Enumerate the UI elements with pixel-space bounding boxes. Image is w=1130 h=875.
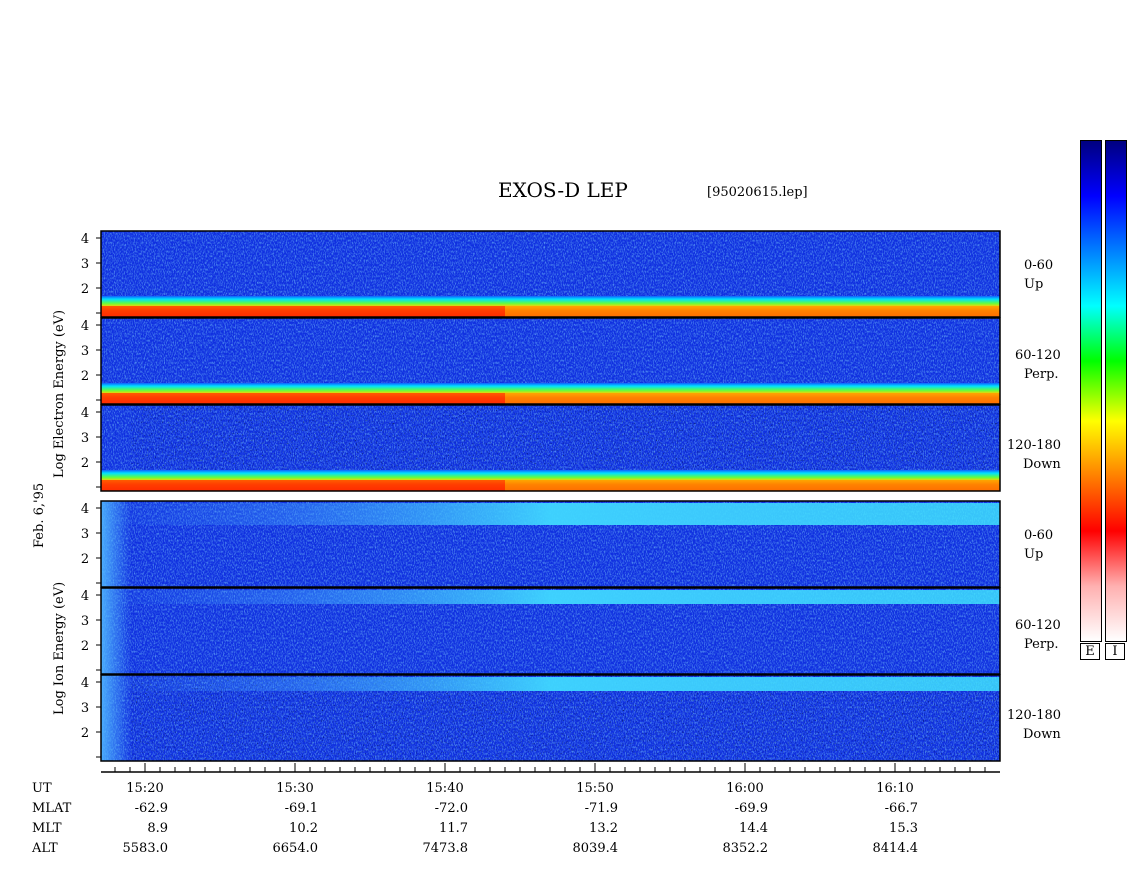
- row-value-ut: 15:30: [276, 781, 314, 796]
- i-panel2-dir: Perp.: [1024, 637, 1059, 652]
- row-value-mlat: -69.1: [284, 801, 318, 816]
- y-tick-label: 4: [81, 406, 89, 421]
- y-tick-label: 4: [81, 232, 89, 247]
- row-value-mlt: 10.2: [289, 821, 318, 836]
- row-value-alt: 6654.0: [272, 841, 319, 856]
- e-panel3-dir: Down: [1023, 457, 1061, 472]
- panel-6: [100, 674, 1001, 762]
- row-value-mlat: -62.9: [134, 801, 168, 816]
- panel-frame: [100, 404, 1001, 492]
- row-value-mlat: -66.7: [884, 801, 918, 816]
- i-panel1-label: 0-60 Up: [1024, 526, 1053, 564]
- e-panel2-dir: Perp.: [1024, 367, 1059, 382]
- electron-band-core-late: [505, 480, 1000, 491]
- panel-3: [100, 404, 1001, 492]
- row-value-ut: 15:50: [576, 781, 614, 796]
- panel-frame: [100, 674, 1001, 762]
- y-tick-label: 3: [81, 614, 89, 629]
- panel-frame: [100, 500, 1001, 588]
- row-value-ut: 16:10: [876, 781, 914, 796]
- e-panel1-range: 0-60: [1024, 258, 1054, 273]
- electron-band-core: [101, 306, 505, 317]
- y-tick-label: 2: [81, 282, 89, 297]
- row-label-ut: UT: [32, 781, 52, 796]
- electron-colorbar: [1080, 140, 1102, 642]
- i-panel1-range: 0-60: [1024, 528, 1054, 543]
- panel-group: [100, 230, 1001, 762]
- electron-band-core: [101, 480, 505, 491]
- row-value-mlt: 8.9: [147, 821, 168, 836]
- row-label-mlat: MLAT: [32, 801, 72, 816]
- row-value-mlt: 15.3: [889, 821, 918, 836]
- file-name: [95020615.lep]: [707, 185, 808, 200]
- y-tick-label: 3: [81, 701, 89, 716]
- row-value-mlat: -71.9: [584, 801, 618, 816]
- e-panel2-range: 60-120: [1015, 348, 1061, 363]
- electron-band-core: [101, 393, 505, 404]
- electron-colorbar-label: E: [1080, 643, 1100, 660]
- i-panel2-label: 60-120 Perp.: [1015, 616, 1061, 654]
- e-panel1-label: 0-60 Up: [1024, 256, 1053, 294]
- panel-2: [100, 317, 1001, 405]
- row-value-alt: 8414.4: [872, 841, 919, 856]
- ion-band: [101, 677, 1000, 691]
- y-tick-label: 4: [81, 502, 89, 517]
- row-value-alt: 7473.8: [422, 841, 469, 856]
- row-value-alt: 8039.4: [572, 841, 619, 856]
- axis-group: 2 3 4 2 3 4 2 3 4 2 3 4 2 3 4 2 3 4: [81, 232, 1000, 773]
- panel-frame: [100, 317, 1001, 405]
- panel-5: [100, 587, 1001, 675]
- row-value-ut: 15:20: [126, 781, 164, 796]
- panel-1: [100, 230, 1001, 318]
- y-tick-label: 3: [81, 344, 89, 359]
- i-panel3-range: 120-180: [1007, 708, 1062, 723]
- panel-frame: [100, 230, 1001, 318]
- ion-band: [101, 503, 1000, 525]
- i-panel2-range: 60-120: [1015, 618, 1061, 633]
- e-panel1-dir: Up: [1024, 277, 1044, 292]
- ion-band: [101, 590, 1000, 604]
- row-value-mlt: 13.2: [589, 821, 618, 836]
- row-label-alt: ALT: [32, 841, 58, 856]
- row-value-mlat: -69.9: [734, 801, 768, 816]
- panel-4: [100, 500, 1001, 588]
- y-tick-label: 2: [81, 456, 89, 471]
- y-tick-label: 4: [81, 589, 89, 604]
- e-panel3-label: 120-180 Down: [1007, 436, 1061, 474]
- row-value-ut: 16:00: [726, 781, 764, 796]
- y-tick-label: 3: [81, 431, 89, 446]
- chart-title: EXOS-D LEP: [498, 178, 628, 202]
- row-value-ut: 15:40: [426, 781, 464, 796]
- y-tick-label: 3: [81, 257, 89, 272]
- electron-band-core-late: [505, 306, 1000, 317]
- row-value-mlt: 11.7: [439, 821, 468, 836]
- ion-colorbar: [1105, 140, 1127, 642]
- y-tick-label: 4: [81, 319, 89, 334]
- y-tick-label: 2: [81, 552, 89, 567]
- ion-colorbar-label: I: [1105, 643, 1125, 660]
- y-tick-label: 3: [81, 527, 89, 542]
- y-tick-label: 2: [81, 369, 89, 384]
- i-panel3-dir: Down: [1023, 727, 1061, 742]
- y-tick-label: 4: [81, 676, 89, 691]
- y-tick-label: 2: [81, 726, 89, 741]
- e-panel2-label: 60-120 Perp.: [1015, 346, 1061, 384]
- row-value-alt: 5583.0: [122, 841, 169, 856]
- electron-band-core-late: [505, 393, 1000, 404]
- row-value-mlt: 14.4: [739, 821, 768, 836]
- row-label-mlt: MLT: [32, 821, 62, 836]
- spectrogram-svg: 2 3 4 2 3 4 2 3 4 2 3 4 2 3 4 2 3 4: [81, 230, 1001, 773]
- row-value-mlat: -72.0: [434, 801, 468, 816]
- i-panel3-label: 120-180 Down: [1007, 706, 1061, 744]
- row-value-alt: 8352.2: [722, 841, 769, 856]
- i-panel1-dir: Up: [1024, 547, 1044, 562]
- e-panel3-range: 120-180: [1007, 438, 1062, 453]
- panel-frame: [100, 587, 1001, 675]
- y-tick-label: 2: [81, 639, 89, 654]
